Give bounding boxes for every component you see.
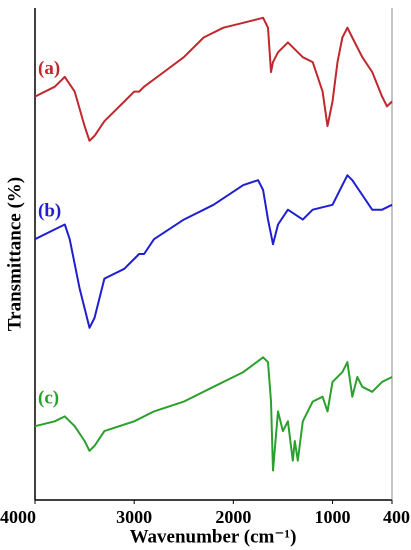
series-label: (a) <box>38 58 60 79</box>
x-tick-label: 1000 <box>315 507 351 527</box>
x-tick-label: 400 <box>383 507 410 527</box>
spectrum-line <box>34 16 393 142</box>
spectrum-line <box>34 174 393 329</box>
x-axis-title: Wavenumber (cm⁻¹) <box>130 526 297 547</box>
series-label: (b) <box>38 201 61 222</box>
x-tick-label: 2000 <box>215 507 251 527</box>
x-tick-label: 3000 <box>116 507 152 527</box>
series-label: (c) <box>38 388 59 409</box>
y-axis-title: Transmittance (%) <box>4 177 25 331</box>
x-tick-label: 4000 <box>0 507 36 527</box>
spectrum-line <box>34 356 393 472</box>
